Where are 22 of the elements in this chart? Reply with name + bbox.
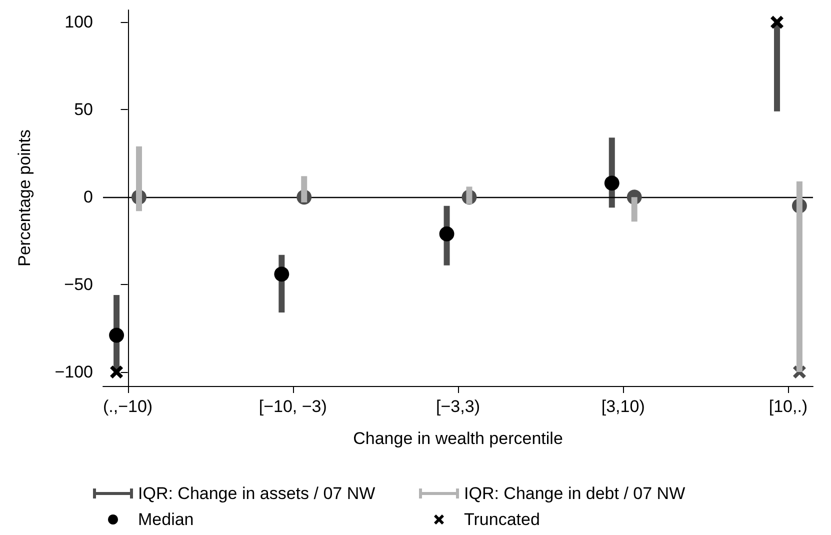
bar xyxy=(136,146,142,212)
legend-label: Median xyxy=(138,510,194,529)
x-tick-label: [−10, −3) xyxy=(258,397,327,416)
y-tick-label: 100 xyxy=(64,12,93,32)
x-axis-title: Change in wealth percentile xyxy=(353,429,563,448)
legend-label: Truncated xyxy=(464,510,540,529)
y-tick-label: −100 xyxy=(54,362,93,382)
bar xyxy=(796,181,802,372)
legend-label: IQR: Change in debt / 07 NW xyxy=(464,484,686,503)
x-tick-label: (.,−10) xyxy=(102,397,153,416)
bar xyxy=(774,22,780,112)
y-tick-label: 50 xyxy=(74,100,93,120)
legend-label: IQR: Change in assets / 07 NW xyxy=(138,484,376,503)
y-tick-label: −50 xyxy=(64,275,93,294)
x-tick-label: [−3,3) xyxy=(436,397,480,416)
bar xyxy=(466,186,472,204)
bar xyxy=(301,176,308,202)
x-tick-label: [10,.) xyxy=(768,397,808,416)
bar xyxy=(631,197,638,222)
y-axis-title: Percentage points xyxy=(15,129,34,267)
y-tick-label: 0 xyxy=(84,188,93,207)
x-tick-label: [3,10) xyxy=(601,397,645,416)
